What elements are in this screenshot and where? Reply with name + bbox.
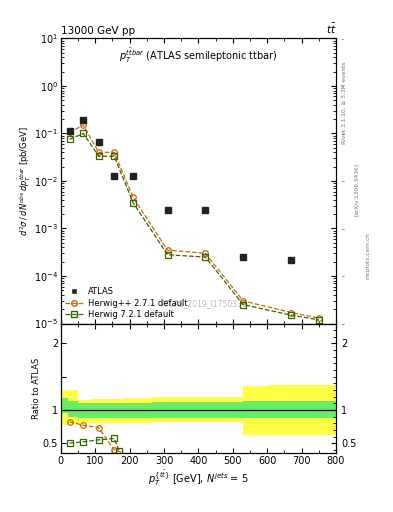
X-axis label: $p^{\{t\bar{t}\}}_T$ [GeV], $N^{jets}$ = 5: $p^{\{t\bar{t}\}}_T$ [GeV], $N^{jets}$ =… <box>148 468 249 488</box>
Legend: ATLAS, Herwig++ 2.7.1 default, Herwig 7.2.1 default: ATLAS, Herwig++ 2.7.1 default, Herwig 7.… <box>65 287 187 319</box>
Y-axis label: $d^2\sigma\,/\,dN^{obs}\,dp^{\bar{t}bar}_T$ [pb/GeV]: $d^2\sigma\,/\,dN^{obs}\,dp^{\bar{t}bar}… <box>17 126 33 236</box>
Text: mcplots.cern.ch: mcplots.cern.ch <box>365 232 371 280</box>
Text: Rivet 3.1.10, ≥ 3.3M events: Rivet 3.1.10, ≥ 3.3M events <box>342 61 347 144</box>
Text: ATLAS_2019_I1750330: ATLAS_2019_I1750330 <box>160 299 248 308</box>
Text: 13000 GeV pp: 13000 GeV pp <box>61 26 135 36</box>
Text: $t\bar{t}$: $t\bar{t}$ <box>325 22 336 36</box>
Text: $p_T^{t\bar{t}bar}$ (ATLAS semileptonic ttbar): $p_T^{t\bar{t}bar}$ (ATLAS semileptonic … <box>119 47 278 65</box>
Text: [arXiv:1306.3436]: [arXiv:1306.3436] <box>354 163 359 216</box>
Y-axis label: Ratio to ATLAS: Ratio to ATLAS <box>32 358 41 419</box>
